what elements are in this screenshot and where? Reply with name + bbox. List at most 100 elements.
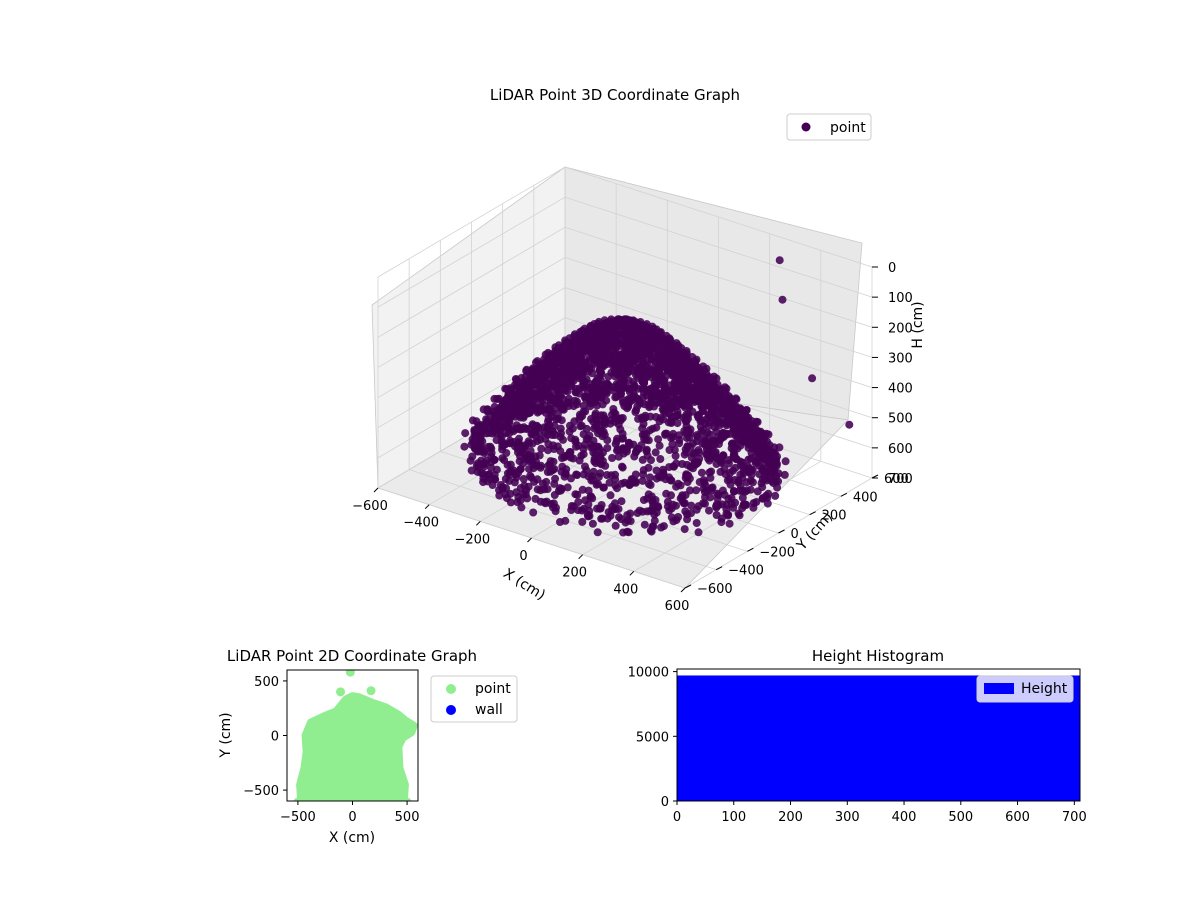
point-3d <box>585 362 594 371</box>
point-3d <box>606 491 615 500</box>
point-3d <box>533 422 542 431</box>
point-3d <box>532 432 541 441</box>
legend-marker-point-2d <box>446 684 456 694</box>
point-3d <box>524 437 533 446</box>
point-3d <box>738 493 747 502</box>
x-tick-label-hist: 600 <box>1005 810 1030 825</box>
point-3d <box>731 498 740 507</box>
point-3d <box>673 419 682 428</box>
point-3d <box>606 511 615 520</box>
point-3d <box>516 496 525 505</box>
point-3d <box>688 407 697 416</box>
point-3d <box>488 481 497 489</box>
point-3d <box>644 463 653 472</box>
x-tick-label-hist: 300 <box>835 810 860 825</box>
y-axis-label-2d: Y (cm) <box>218 712 234 758</box>
point-3d <box>516 465 525 474</box>
point-3d <box>675 439 684 448</box>
point-3d <box>758 494 767 503</box>
point-3d <box>702 369 711 378</box>
point-3d <box>761 461 770 469</box>
point-3d <box>474 459 483 468</box>
point-3d <box>624 438 633 447</box>
point-3d <box>612 343 621 352</box>
point-3d <box>663 366 672 375</box>
legend-marker-point-3d <box>801 122 811 132</box>
point-3d <box>644 436 653 445</box>
point-3d <box>599 483 608 492</box>
point-3d <box>489 455 498 464</box>
point-3d <box>666 476 675 485</box>
point-3d <box>658 375 667 384</box>
point-3d <box>656 414 665 422</box>
point-2d <box>366 686 376 696</box>
point-3d <box>526 471 535 480</box>
point-3d <box>560 453 569 462</box>
point-3d <box>638 424 647 433</box>
point-3d <box>529 400 538 409</box>
point-3d <box>634 445 643 453</box>
point-3d <box>719 409 728 418</box>
point-3d <box>713 453 722 462</box>
point-3d <box>495 491 504 500</box>
point-3d <box>680 393 689 402</box>
point-3d <box>484 442 493 451</box>
x-tick-label-2d: 500 <box>395 810 420 825</box>
point-3d <box>646 473 654 482</box>
point-3d <box>699 476 708 485</box>
point-3d <box>593 528 602 537</box>
point-cloud-2d-fill <box>296 692 418 801</box>
z-tick-label: 400 <box>888 382 913 397</box>
point-3d <box>519 413 528 422</box>
point-3d <box>592 350 601 359</box>
histogram-title: Height Histogram <box>812 647 944 665</box>
point-3d <box>730 423 739 432</box>
point-3d <box>537 444 546 453</box>
z-tick-label: 700 <box>888 472 913 487</box>
point-3d <box>539 388 548 397</box>
x-tick-label: 0 <box>519 549 527 564</box>
point-3d <box>499 416 508 425</box>
point-3d <box>563 483 572 492</box>
point-3d <box>507 467 516 476</box>
legend-hist: Height <box>976 675 1074 703</box>
point-3d <box>808 374 817 383</box>
y-tick-label-2d: −500 <box>243 784 279 799</box>
point-3d <box>706 493 715 502</box>
point-3d <box>490 471 499 479</box>
point-3d <box>584 500 593 509</box>
point-3d <box>610 355 619 364</box>
point-3d <box>559 364 568 373</box>
point-2d <box>335 687 345 697</box>
point-2d <box>316 792 326 801</box>
point-3d <box>753 418 762 426</box>
point-3d <box>740 429 749 437</box>
point-3d <box>742 478 751 487</box>
y-tick-label: 0 <box>791 527 799 542</box>
point-3d <box>655 353 664 362</box>
z-tick-label: 600 <box>888 442 913 457</box>
point-3d <box>566 453 575 462</box>
z-tick-label: 200 <box>888 321 913 336</box>
point-3d <box>623 516 632 525</box>
point-3d <box>594 442 603 451</box>
point-3d <box>696 422 705 431</box>
point-3d <box>645 403 654 412</box>
point-2d <box>345 670 355 677</box>
point-3d <box>512 488 521 497</box>
x-tick-label-hist: 200 <box>778 810 803 825</box>
point-3d <box>528 364 537 373</box>
point-cloud-2d <box>293 670 418 801</box>
point-3d <box>536 486 545 495</box>
point-3d <box>686 442 695 451</box>
point-3d <box>543 485 552 494</box>
point-3d <box>676 400 685 409</box>
x-tick-label: 400 <box>613 582 638 597</box>
point-3d <box>635 506 644 515</box>
point-3d <box>678 497 687 506</box>
point-3d <box>640 520 649 529</box>
x-tick-label: −200 <box>454 532 490 547</box>
point-3d <box>526 447 535 455</box>
point-3d <box>523 494 532 503</box>
point-3d <box>705 506 713 515</box>
